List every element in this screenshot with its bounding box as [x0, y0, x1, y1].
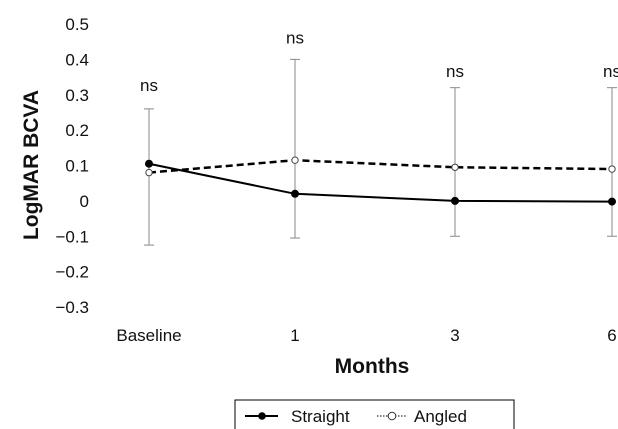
- data-point-angled: [291, 156, 299, 164]
- x-tick-label: 3: [450, 326, 459, 345]
- series-line-straight: [148, 162, 613, 203]
- significance-label: ns: [286, 28, 304, 47]
- data-point-angled: [451, 163, 459, 171]
- y-tick-label: −0.3: [55, 298, 89, 317]
- y-axis-ticks: 0.5 0.4 0.3 0.2 0.1 0 −0.1 −0.2 −0.3: [55, 15, 89, 317]
- y-tick-label: 0.1: [65, 157, 89, 176]
- legend-angled-label: Angled: [414, 407, 467, 426]
- x-tick-label: Baseline: [116, 326, 181, 345]
- x-axis-ticks: Baseline 1 3 6: [116, 326, 616, 345]
- series-lines: [148, 158, 613, 203]
- x-axis-label: Months: [335, 355, 410, 378]
- data-point-straight: [145, 159, 153, 168]
- legend-straight-marker: [258, 412, 266, 420]
- significance-label: ns: [140, 76, 158, 95]
- x-tick-label: 1: [290, 326, 299, 345]
- data-point-straight: [608, 197, 616, 206]
- y-tick-label: 0.2: [65, 121, 89, 140]
- legend-straight-label: Straight: [291, 407, 350, 426]
- error-bars: [144, 58, 617, 246]
- significance-annotations: ns ns ns ns: [140, 28, 618, 95]
- y-tick-label: −0.2: [55, 263, 89, 282]
- data-point-angled: [608, 165, 616, 173]
- series-line-angled: [148, 158, 613, 174]
- legend-box: [234, 399, 515, 429]
- y-tick-label: 0: [80, 192, 89, 211]
- significance-label: ns: [603, 62, 618, 81]
- data-point-straight: [291, 189, 299, 198]
- y-axis-label: LogMAR BCVA: [20, 90, 43, 240]
- data-point-straight: [451, 196, 459, 205]
- x-tick-label: 6: [607, 326, 616, 345]
- y-tick-label: 0.3: [65, 86, 89, 105]
- y-tick-label: 0.4: [65, 50, 89, 69]
- legend: Straight Angled: [234, 399, 515, 429]
- significance-label: ns: [446, 62, 464, 81]
- legend-angled-marker: [387, 411, 397, 421]
- y-tick-label: −0.1: [55, 227, 89, 246]
- y-tick-label: 0.5: [65, 15, 89, 34]
- data-point-angled: [145, 168, 153, 177]
- series-markers: [145, 156, 616, 206]
